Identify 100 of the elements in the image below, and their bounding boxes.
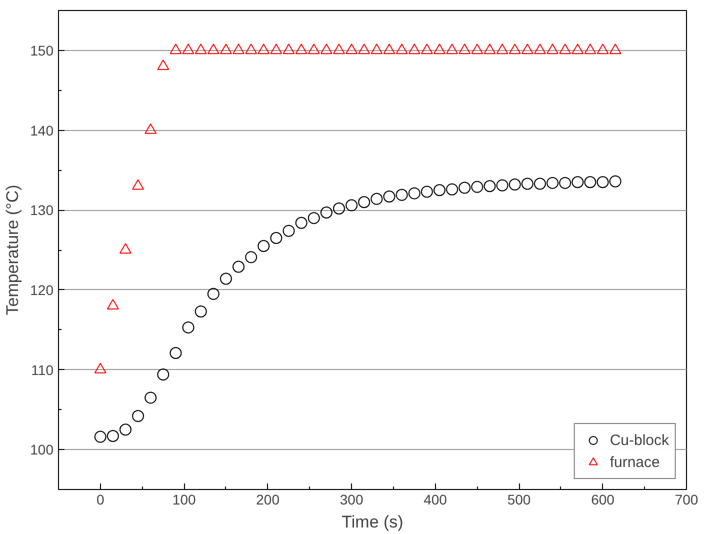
point <box>132 179 144 190</box>
point <box>408 44 420 54</box>
point <box>144 123 157 134</box>
y-tick-label: 120 <box>30 282 54 298</box>
point <box>220 272 232 285</box>
point <box>433 44 446 54</box>
point <box>508 44 521 54</box>
point <box>170 346 182 359</box>
y-tick-label: 130 <box>30 202 54 218</box>
point <box>282 224 295 237</box>
point <box>320 44 332 54</box>
point <box>433 184 446 196</box>
legend-label: furnace <box>610 454 660 470</box>
point <box>106 430 119 442</box>
point <box>194 44 207 54</box>
point <box>584 176 596 188</box>
y-tick-label: 140 <box>30 122 54 138</box>
point <box>220 44 232 54</box>
point <box>346 44 358 54</box>
x-tick-label: 400 <box>424 492 448 508</box>
point <box>496 179 508 192</box>
point <box>333 202 346 214</box>
point <box>458 182 471 194</box>
point <box>484 44 496 54</box>
point <box>496 44 508 54</box>
point <box>383 190 396 202</box>
point <box>559 44 572 54</box>
point <box>446 183 458 196</box>
legend-label: Cu-block <box>610 432 669 448</box>
point <box>358 44 370 54</box>
point <box>258 240 270 252</box>
point <box>572 44 584 54</box>
point <box>521 178 534 190</box>
point <box>182 321 194 334</box>
point <box>94 430 106 443</box>
point <box>546 44 559 54</box>
point <box>232 44 245 54</box>
point <box>346 199 358 212</box>
point <box>308 44 320 54</box>
point <box>245 251 258 264</box>
point <box>282 44 295 54</box>
point <box>572 176 584 188</box>
point <box>471 180 484 193</box>
point <box>333 44 346 54</box>
point <box>370 192 383 205</box>
x-tick-label: 200 <box>256 492 280 508</box>
x-tick-label: 700 <box>674 492 698 508</box>
point <box>596 176 609 188</box>
point <box>245 44 258 54</box>
point <box>508 178 521 191</box>
point <box>521 44 534 54</box>
point <box>157 60 170 70</box>
point <box>420 44 433 54</box>
x-tick-label: 500 <box>507 492 531 508</box>
point <box>157 368 170 381</box>
point <box>383 44 396 54</box>
point <box>609 44 622 54</box>
point <box>258 44 270 54</box>
point <box>119 424 132 436</box>
point <box>446 44 458 54</box>
point <box>207 44 220 54</box>
point <box>546 176 559 189</box>
point <box>408 187 420 200</box>
point <box>358 196 370 208</box>
x-tick-label: 300 <box>340 492 364 508</box>
x-tick-label: 100 <box>172 492 196 508</box>
point <box>132 410 144 422</box>
point <box>207 288 220 300</box>
point <box>106 299 119 310</box>
point <box>270 232 282 244</box>
y-tick-label: 150 <box>30 42 54 58</box>
x-tick-label: 600 <box>591 492 615 508</box>
point <box>194 305 207 318</box>
point <box>308 212 320 224</box>
point <box>396 188 408 201</box>
point <box>295 44 308 54</box>
point <box>584 44 596 54</box>
point <box>458 44 471 54</box>
point <box>534 178 546 190</box>
point <box>471 44 484 54</box>
point <box>119 243 132 254</box>
x-tick-label: 0 <box>96 492 104 508</box>
point <box>170 44 182 54</box>
point <box>320 206 332 218</box>
point <box>420 186 433 198</box>
y-tick-label: 110 <box>31 362 54 378</box>
point <box>396 44 408 54</box>
point <box>534 44 546 54</box>
point <box>484 180 496 192</box>
point <box>609 175 622 188</box>
x-axis-title: Time (s) <box>342 512 404 532</box>
point <box>270 44 282 54</box>
point <box>232 260 245 273</box>
point <box>559 176 572 189</box>
point <box>144 392 157 404</box>
point <box>370 44 383 54</box>
point <box>295 216 308 229</box>
point <box>596 44 609 54</box>
y-axis-title: Temperature (°C) <box>3 184 22 316</box>
point <box>182 44 194 54</box>
